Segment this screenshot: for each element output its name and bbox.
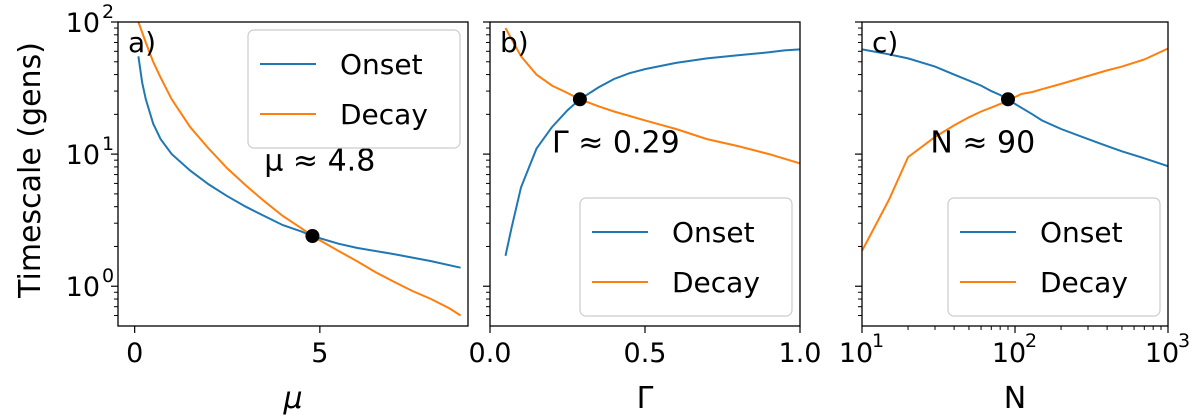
x-axis-label: μ xyxy=(282,381,302,416)
series-line-decay xyxy=(504,27,800,165)
y-tick-label: 10 xyxy=(66,140,100,171)
x-tick-exponent: 1 xyxy=(872,330,884,352)
panel-label: c) xyxy=(872,26,898,59)
y-tick-exponent: 0 xyxy=(102,265,114,287)
x-tick-label: 10 xyxy=(992,338,1026,369)
x-tick-label: 5 xyxy=(311,338,328,369)
x-tick-label: 10 xyxy=(839,338,873,369)
axes-frame xyxy=(489,21,801,327)
panel-b: 0.0 0.5 1.0 b) Γ Γ ≈ 0.29 Onset Decay xyxy=(469,21,822,416)
legend-box xyxy=(947,197,1161,317)
x-tick-label: 10 xyxy=(1145,338,1179,369)
panel-label: b) xyxy=(500,26,529,59)
series-line-decay xyxy=(137,22,462,317)
axes-frame xyxy=(861,21,1169,327)
legend-label-onset: Onset xyxy=(1040,216,1123,249)
threshold-annotation: μ ≈ 4.8 xyxy=(264,144,375,179)
intersection-marker xyxy=(572,92,587,107)
intersection-marker xyxy=(305,228,320,243)
x-tick-label: 0 xyxy=(126,338,143,369)
legend-label-decay: Decay xyxy=(672,266,760,299)
x-tick-exponent: 2 xyxy=(1025,330,1037,352)
x-tick-exponent: 3 xyxy=(1178,330,1190,352)
y-tick-label: 10 xyxy=(66,272,100,303)
legend-box xyxy=(579,197,793,317)
x-axis-label: Γ xyxy=(637,381,654,416)
x-axis-label: N xyxy=(1004,381,1026,416)
y-axis-label: Timescale (gens) xyxy=(13,42,48,299)
legend-box xyxy=(247,29,461,149)
series-line-onset xyxy=(137,56,461,269)
x-tick-label: 0.0 xyxy=(469,338,512,369)
axes-frame xyxy=(117,21,469,327)
legend-label-decay: Decay xyxy=(1040,266,1128,299)
y-tick-label: 10 xyxy=(66,8,100,39)
y-tick-exponent: 1 xyxy=(102,133,114,155)
intersection-marker xyxy=(1000,92,1015,107)
x-tick-label: 1.0 xyxy=(779,338,822,369)
legend-label-onset: Onset xyxy=(340,48,423,81)
series-line-onset xyxy=(504,48,800,257)
threshold-annotation: Γ ≈ 0.29 xyxy=(552,125,680,160)
y-tick-exponent: 2 xyxy=(102,1,114,23)
panel-label: a) xyxy=(128,26,156,59)
threshold-annotation: N ≈ 90 xyxy=(930,125,1035,160)
x-tick-label: 0.5 xyxy=(624,338,667,369)
legend-label-decay: Decay xyxy=(340,98,428,131)
legend-label-onset: Onset xyxy=(672,216,755,249)
